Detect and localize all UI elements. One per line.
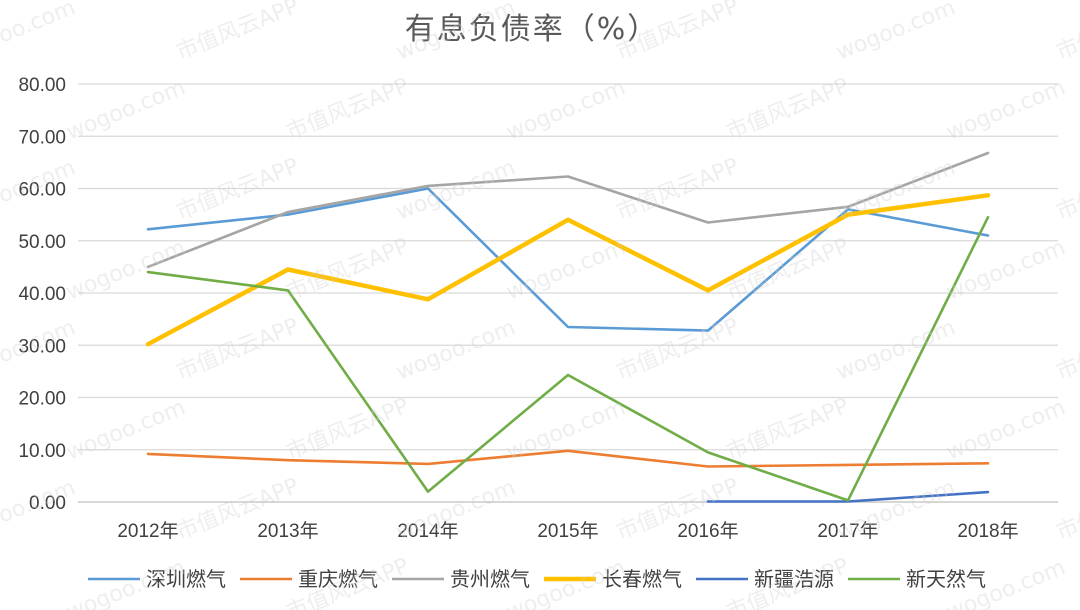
watermark-text: wogoo.com [943, 75, 1069, 145]
watermark-text: wogoo.com [833, 315, 959, 385]
series-lines [145, 151, 991, 503]
watermark-text: wogoo.com [833, 0, 959, 66]
legend-label: 重庆燃气 [298, 567, 378, 591]
y-tick-label: 10.00 [18, 441, 66, 462]
y-tick-label: 70.00 [18, 127, 66, 148]
watermark-text: wogoo.com [833, 475, 959, 545]
watermark-text: 市值风云APP [613, 154, 743, 226]
y-tick-label: 60.00 [18, 180, 66, 201]
watermark-text: wogoo.com [393, 315, 519, 385]
legend-label: 新天然气 [906, 567, 986, 591]
watermark-text: wogoo.com [63, 235, 189, 305]
legend-label: 深圳燃气 [146, 567, 226, 591]
chart-title: 有息负债率（%） [405, 12, 660, 47]
watermark-text: 市值风云APP [1053, 474, 1080, 546]
x-tick-label: 2016年 [677, 520, 738, 542]
legend: 深圳燃气 重庆燃气 贵州燃气 长春燃气 新疆浩源 新天然气 [88, 567, 986, 591]
watermark-text: 市值风云APP [613, 314, 743, 386]
y-tick-label: 0.00 [29, 493, 66, 514]
watermark-text: wogoo.com [63, 555, 189, 610]
y-tick-label: 80.00 [18, 75, 66, 96]
watermark-text: 市值风云APP [283, 394, 413, 466]
watermark-text: wogoo.com [63, 75, 189, 145]
x-tick-label: 2015年 [537, 520, 598, 542]
series-line-6 [146, 215, 990, 502]
x-tick-label: 2012年 [117, 520, 178, 542]
y-tick-label: 30.00 [18, 336, 66, 357]
watermark-text: wogoo.com [0, 0, 79, 66]
watermark-text: wogoo.com [503, 75, 629, 145]
legend-label: 长春燃气 [602, 567, 682, 591]
watermark-text: 市值风云APP [723, 554, 853, 610]
watermark-text: 市值风云APP [1053, 314, 1080, 386]
watermark-text: wogoo.com [943, 395, 1069, 465]
watermark-text: wogoo.com [833, 155, 959, 225]
series-line-3 [146, 151, 990, 269]
y-axis-ticks: 0.00 10.00 20.00 30.00 40.00 50.00 60.00 70.00 8… [18, 75, 66, 514]
watermark-text: 市值风云APP [283, 234, 413, 306]
watermark-text: 市值风云APP [173, 0, 303, 66]
series-line-4 [145, 193, 991, 347]
legend-label: 新疆浩源 [754, 567, 834, 591]
watermark-text: wogoo.com [0, 315, 79, 385]
watermark-text: 市值风云APP [723, 394, 853, 466]
watermark-text: 市值风云APP [173, 314, 303, 386]
x-tick-label: 2013年 [257, 520, 318, 542]
x-axis-ticks: 2012年 2013年 2014年 2015年 2016年 2017年 2018年 [117, 520, 1018, 542]
legend-label: 贵州燃气 [450, 567, 530, 591]
x-tick-label: 2014年 [397, 520, 458, 542]
y-tick-label: 40.00 [18, 284, 66, 305]
y-tick-label: 20.00 [18, 389, 66, 410]
watermark-text: 市值风云APP [1053, 0, 1080, 66]
series-line-1 [146, 187, 990, 332]
x-tick-label: 2017年 [817, 520, 878, 542]
watermark-text: wogoo.com [0, 475, 79, 545]
watermark-text: 市值风云APP [1053, 154, 1080, 226]
series-line-2 [146, 449, 990, 468]
x-tick-label: 2018年 [957, 520, 1018, 542]
y-tick-label: 50.00 [18, 232, 66, 253]
watermark-text: wogoo.com [0, 155, 79, 225]
